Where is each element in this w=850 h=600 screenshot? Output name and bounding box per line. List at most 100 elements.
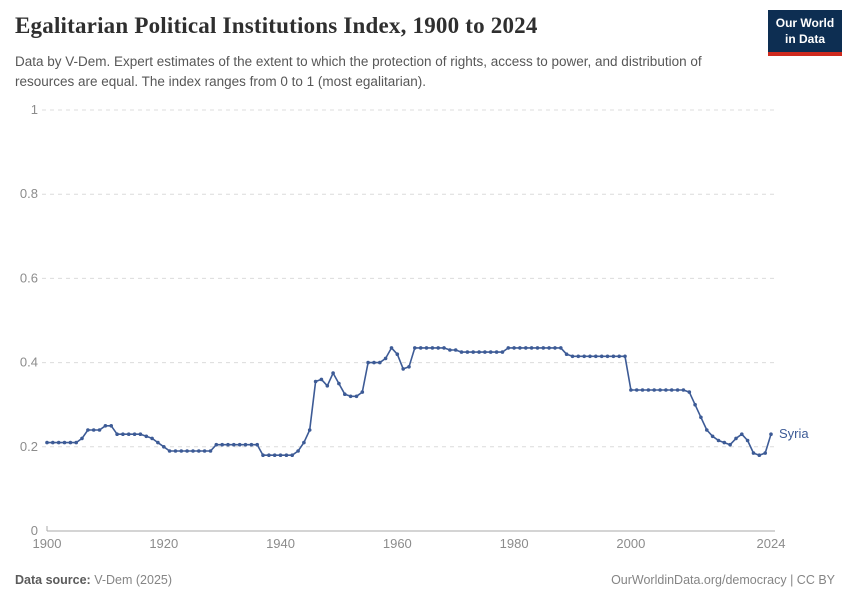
data-point [185,449,189,453]
data-point [722,440,727,445]
owid-logo-line1: Our World [775,16,835,30]
data-point [126,432,131,437]
data-point [197,449,201,453]
y-tick-label: 0.4 [20,355,38,370]
data-point [506,346,511,350]
owid-logo-line2: in Data [784,31,825,46]
data-point [442,346,446,350]
data-point [290,453,295,458]
data-point [436,346,441,350]
data-point [56,440,61,445]
data-point [68,440,73,445]
data-point [319,377,324,382]
data-point [582,354,586,359]
data-point [763,451,767,455]
data-point [553,346,557,350]
data-point [418,346,423,350]
data-point [202,449,207,453]
data-point [220,442,224,447]
y-tick-label: 1 [31,102,38,117]
data-point [629,388,633,392]
data-point [716,438,721,443]
data-point [80,436,84,441]
data-point [302,440,306,445]
chart-subtitle: Data by V-Dem. Expert estimates of the e… [15,54,702,90]
data-point [208,449,213,453]
data-point [570,354,575,359]
data-point [745,438,750,443]
data-point [407,365,411,369]
data-point [156,440,160,445]
data-point [728,442,732,447]
data-point [640,388,645,392]
x-tick-label: 2024 [757,536,786,551]
data-point [611,354,616,359]
data-point [261,453,265,458]
data-point [465,350,470,354]
data-point [173,449,178,453]
x-tick-label: 1940 [266,536,295,551]
data-source-value: V-Dem (2025) [90,573,173,587]
data-point [91,428,96,432]
data-point [424,346,429,350]
owid-logo: Our World in Data [768,10,842,57]
data-point [430,346,435,350]
data-point [272,453,277,458]
data-point [138,432,143,437]
data-point [588,354,592,359]
data-point [337,381,341,386]
data-point [740,432,744,437]
data-point [494,350,499,354]
data-point [541,346,546,350]
data-point [664,388,668,392]
data-point [769,432,773,437]
data-point [395,352,400,357]
data-point [669,388,674,392]
data-point [734,436,738,441]
data-point [413,346,417,350]
data-point [284,453,289,458]
footer-link[interactable]: OurWorldinData.org/democracy | CC BY [611,573,835,587]
data-point [512,346,516,350]
data-point [710,434,715,439]
data-point [483,350,487,354]
data-source-label: Data source: [15,573,91,587]
series-line [46,347,772,457]
data-point [564,352,569,357]
data-point [535,346,540,350]
data-point [267,453,271,458]
data-point [617,354,621,359]
data-point [307,428,312,432]
data-point [757,453,762,458]
data-point [605,354,610,359]
data-point [86,428,90,432]
data-point [693,402,697,407]
data-point [576,354,581,359]
data-point [448,348,452,352]
data-point [594,354,598,359]
data-point [313,379,318,384]
data-point [459,350,464,354]
data-point [331,371,335,375]
y-tick-label: 0 [31,523,38,538]
data-point [389,346,394,350]
data-point [518,346,522,350]
data-point [103,424,108,428]
data-point [121,432,125,437]
data-point [255,442,259,447]
data-point [348,394,353,399]
data-point [378,360,382,365]
data-point [453,348,458,352]
data-point [97,428,102,432]
x-tick-label: 1920 [149,536,178,551]
data-point [249,442,254,447]
x-tick-label: 1960 [383,536,412,551]
data-point [471,350,476,354]
data-point [401,367,406,371]
data-point [115,432,119,437]
x-tick-label: 1980 [500,536,529,551]
data-point [547,346,551,350]
y-tick-label: 0.6 [20,270,38,285]
